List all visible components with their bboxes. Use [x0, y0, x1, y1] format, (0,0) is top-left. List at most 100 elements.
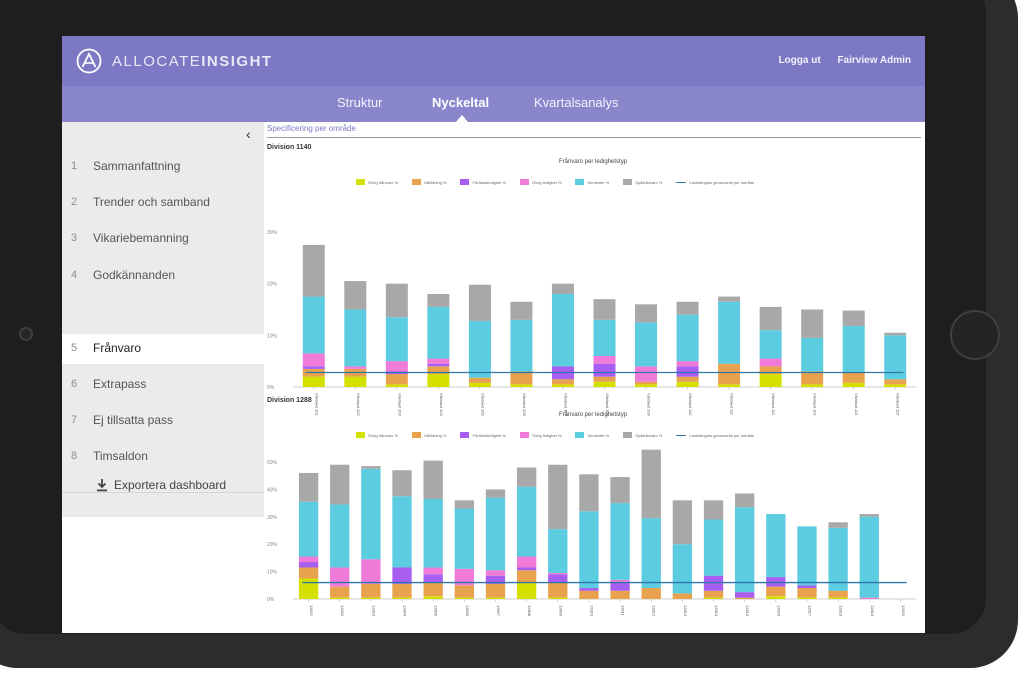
- bar-segment[interactable]: [759, 358, 782, 367]
- bar-segment[interactable]: [672, 593, 693, 599]
- bar-segment[interactable]: [842, 310, 865, 327]
- bar-segment[interactable]: [635, 366, 658, 382]
- bar-segment[interactable]: [593, 381, 616, 387]
- bar-segment[interactable]: [579, 590, 599, 599]
- bar-segment[interactable]: [641, 588, 661, 599]
- tab-struktur[interactable]: Struktur: [337, 95, 383, 110]
- app-logo[interactable]: ALLOCATEINSIGHT: [76, 48, 273, 74]
- bar-segment[interactable]: [766, 577, 786, 587]
- bar-segment[interactable]: [610, 582, 630, 591]
- bar-segment[interactable]: [516, 570, 537, 583]
- bar-segment[interactable]: [302, 244, 325, 297]
- legend-item[interactable]: Utbildning %: [412, 179, 446, 185]
- bar-segment[interactable]: [548, 572, 568, 575]
- bar-segment[interactable]: [423, 582, 443, 597]
- bar-segment[interactable]: [735, 597, 755, 599]
- bar-segment[interactable]: [884, 335, 907, 380]
- bar-segment[interactable]: [548, 597, 568, 599]
- bar-segment[interactable]: [392, 583, 412, 598]
- bar-segment[interactable]: [676, 314, 699, 362]
- bar-segment[interactable]: [548, 529, 568, 573]
- bar-segment[interactable]: [454, 508, 474, 569]
- legend-item[interactable]: Övrig ledighet %: [520, 179, 561, 185]
- bar-segment[interactable]: [718, 301, 741, 364]
- bar-segment[interactable]: [579, 511, 599, 589]
- bar-segment[interactable]: [676, 376, 699, 382]
- tab-nyckeltal[interactable]: Nyckeltal: [432, 95, 490, 110]
- bar-segment[interactable]: [610, 579, 630, 583]
- bar-segment[interactable]: [344, 281, 367, 310]
- bar-segment[interactable]: [676, 366, 699, 377]
- bar-segment[interactable]: [298, 567, 319, 579]
- bar-segment[interactable]: [361, 468, 381, 560]
- sidebar-item-sammanfattning[interactable]: 1 Sammanfattning: [62, 152, 264, 182]
- bar-segment[interactable]: [516, 486, 537, 557]
- bar-segment[interactable]: [423, 596, 443, 599]
- legend-item[interactable]: Föräldraledighet %: [460, 179, 506, 185]
- bar-segment[interactable]: [828, 522, 848, 528]
- sidebar-item-godkannanden[interactable]: 4 Godkännanden: [62, 261, 264, 291]
- bar-segment[interactable]: [859, 514, 879, 517]
- bar-segment[interactable]: [516, 467, 537, 487]
- sidebar-item-vikariebemanning[interactable]: 3 Vikariebemanning: [62, 224, 264, 254]
- bar-segment[interactable]: [298, 472, 319, 502]
- bar-segment[interactable]: [427, 306, 450, 359]
- bar-segment[interactable]: [427, 366, 450, 375]
- legend-item[interactable]: Landstingets genomsnitt per område: [676, 433, 754, 438]
- legend-item[interactable]: Utbildning %: [412, 432, 446, 438]
- bar-segment[interactable]: [344, 309, 367, 367]
- bar-segment[interactable]: [385, 384, 408, 387]
- bar-segment[interactable]: [551, 384, 574, 387]
- bar-segment[interactable]: [392, 470, 412, 497]
- bar-segment[interactable]: [298, 578, 319, 599]
- bar-segment[interactable]: [516, 567, 537, 571]
- bar-segment[interactable]: [551, 379, 574, 385]
- bar-segment[interactable]: [801, 337, 824, 372]
- export-dashboard-button[interactable]: Exportera dashboard: [96, 478, 226, 492]
- bar-segment[interactable]: [302, 366, 325, 369]
- bar-segment[interactable]: [510, 371, 533, 385]
- bar-segment[interactable]: [427, 374, 450, 387]
- bar-segment[interactable]: [828, 527, 848, 591]
- bar-segment[interactable]: [392, 496, 412, 568]
- bar-segment[interactable]: [392, 597, 412, 599]
- bar-segment[interactable]: [298, 556, 319, 563]
- bar-segment[interactable]: [548, 574, 568, 583]
- bar-segment[interactable]: [510, 301, 533, 320]
- bar-segment[interactable]: [884, 332, 907, 336]
- sidebar-item-franvaro[interactable]: 5 Frånvaro: [62, 334, 264, 364]
- bar-segment[interactable]: [344, 366, 367, 369]
- bar-segment[interactable]: [766, 586, 786, 597]
- bar-segment[interactable]: [485, 497, 506, 571]
- bar-segment[interactable]: [579, 588, 599, 591]
- bar-segment[interactable]: [330, 597, 350, 599]
- bar-segment[interactable]: [548, 582, 568, 598]
- bar-segment[interactable]: [423, 574, 443, 583]
- bar-segment[interactable]: [635, 322, 658, 367]
- bar-segment[interactable]: [593, 376, 616, 382]
- bar-segment[interactable]: [797, 597, 817, 599]
- bar-segment[interactable]: [330, 567, 350, 587]
- bar-segment[interactable]: [468, 320, 491, 378]
- bar-segment[interactable]: [427, 363, 450, 367]
- legend-item[interactable]: Landstingets genomsnitt per område: [676, 180, 754, 185]
- bar-segment[interactable]: [703, 519, 724, 576]
- bar-segment[interactable]: [551, 294, 574, 367]
- collapse-sidebar-icon[interactable]: ‹: [246, 126, 251, 142]
- tablet-home-button[interactable]: [950, 310, 1000, 360]
- bar-segment[interactable]: [454, 568, 474, 586]
- sidebar-item-extrapass[interactable]: 6 Extrapass: [62, 370, 264, 400]
- bar-segment[interactable]: [766, 514, 786, 578]
- bar-segment[interactable]: [759, 306, 782, 331]
- bar-segment[interactable]: [385, 317, 408, 362]
- bar-segment[interactable]: [703, 590, 724, 598]
- bar-segment[interactable]: [344, 376, 367, 387]
- bar-segment[interactable]: [468, 382, 491, 387]
- bar-segment[interactable]: [859, 516, 879, 598]
- bar-segment[interactable]: [593, 319, 616, 356]
- legend-item[interactable]: Sjukfrånvaro %: [623, 179, 662, 185]
- bar-segment[interactable]: [718, 384, 741, 387]
- bar-segment[interactable]: [672, 500, 693, 545]
- bar-segment[interactable]: [718, 363, 741, 385]
- bar-segment[interactable]: [884, 384, 907, 387]
